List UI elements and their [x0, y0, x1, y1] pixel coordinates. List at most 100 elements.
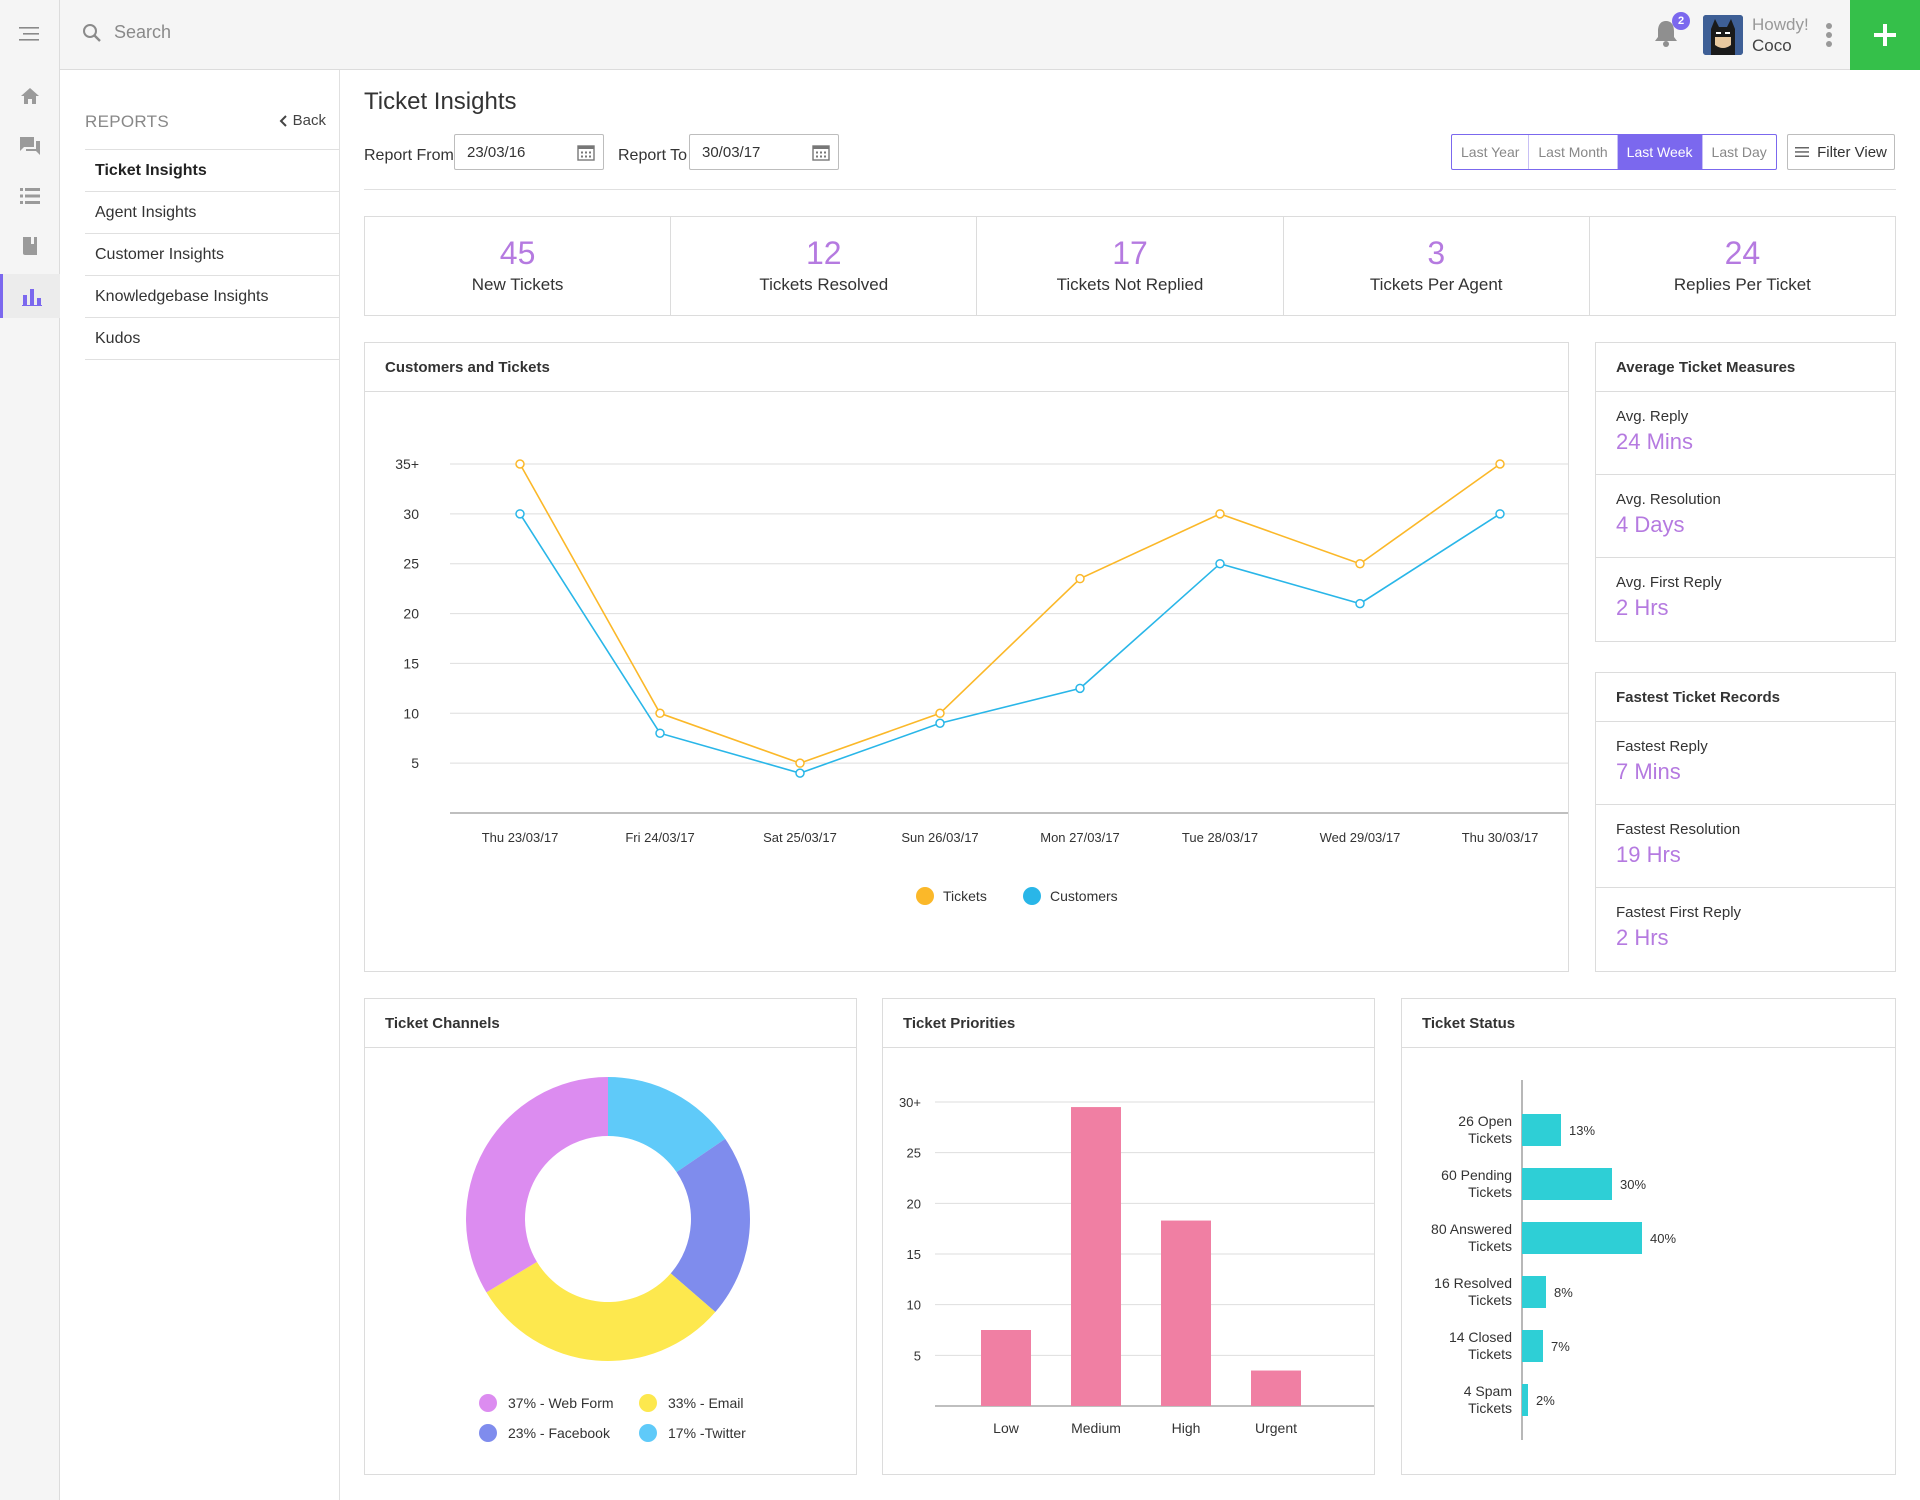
legend-label: 33% - Email	[668, 1395, 743, 1411]
y-tick-label: 10	[403, 705, 419, 721]
subnav-item-ticket-insights[interactable]: Ticket Insights	[85, 150, 340, 192]
stat-value: 17	[1112, 235, 1148, 271]
series-line-customers	[519, 513, 1501, 774]
legend-swatch	[479, 1394, 497, 1412]
back-label: Back	[292, 112, 326, 129]
subnav-item-agent-insights[interactable]: Agent Insights	[85, 192, 340, 234]
value-label: 30%	[1620, 1177, 1646, 1192]
bar	[1522, 1276, 1546, 1308]
category-label: 26 Open	[1458, 1113, 1512, 1129]
card-title: Ticket Status	[1402, 999, 1895, 1048]
measure-label: Avg. Resolution	[1616, 491, 1721, 508]
x-tick-label: Medium	[1071, 1420, 1121, 1436]
measure-fastest-resolution: Fastest Resolution 19 Hrs	[1596, 805, 1895, 888]
x-tick-label: Low	[993, 1420, 1020, 1436]
add-button[interactable]	[1850, 0, 1920, 70]
list-icon[interactable]	[0, 174, 60, 218]
measure-fastest-first-reply: Fastest First Reply 2 Hrs	[1596, 888, 1895, 971]
data-point	[1355, 598, 1365, 609]
average-measures-card: Average Ticket Measures Avg. Reply 24 Min…	[1595, 342, 1896, 642]
bar	[1522, 1384, 1528, 1416]
stat-tickets-not-replied: 17 Tickets Not Replied	[977, 217, 1284, 315]
search-input[interactable]	[114, 22, 514, 43]
measure-label: Avg. Reply	[1616, 408, 1689, 425]
donut-slice	[486, 1261, 716, 1361]
category-label: Tickets	[1468, 1184, 1512, 1200]
legend-label: 23% - Facebook	[508, 1425, 611, 1441]
avatar[interactable]	[1703, 15, 1743, 55]
data-point	[515, 459, 525, 469]
notifications-button[interactable]: 2	[1653, 12, 1690, 52]
subnav-item-customer-insights[interactable]: Customer Insights	[85, 234, 340, 276]
subnav-item-knowledgebase-insights[interactable]: Knowledgebase Insights	[85, 276, 340, 318]
y-tick-label: 15	[403, 655, 419, 671]
greeting-text: Howdy!	[1752, 15, 1809, 34]
legend-swatch	[639, 1424, 657, 1442]
book-icon[interactable]	[0, 224, 60, 268]
back-button[interactable]: Back	[279, 112, 326, 129]
line-chart: 5 10 15 20 25 30 35+ Thu 23/03/17 Fri 24/03/17 Sa…	[395, 456, 1570, 905]
value-label: 2%	[1536, 1393, 1555, 1408]
filter-view-button[interactable]: Filter View	[1787, 134, 1895, 170]
chat-icon[interactable]	[0, 124, 60, 168]
data-point	[1075, 573, 1085, 584]
search-bar	[82, 22, 514, 43]
y-tick-label: 25	[403, 556, 419, 572]
report-to-input[interactable]: 30/03/17	[689, 134, 839, 170]
stat-label: Replies Per Ticket	[1673, 275, 1811, 294]
range-last-month[interactable]: Last Month	[1529, 135, 1618, 169]
ticket-channels-card: Ticket Channels 37% - Web Form 33% - Emai…	[364, 998, 857, 1475]
reports-subnav: REPORTS Back Ticket Insights Agent Insig…	[60, 70, 340, 1500]
x-tick-label: Mon 27/03/17	[1040, 830, 1120, 845]
filter-view-label: Filter View	[1817, 143, 1887, 161]
notification-badge: 2	[1672, 12, 1690, 30]
stat-value: 3	[1427, 235, 1446, 271]
y-tick-label: 35+	[395, 456, 419, 472]
home-icon[interactable]	[0, 74, 60, 118]
value-label: 7%	[1551, 1339, 1570, 1354]
report-to-label: Report To	[618, 147, 688, 164]
range-last-day[interactable]: Last Day	[1711, 144, 1767, 160]
measure-label: Fastest Resolution	[1616, 821, 1741, 838]
data-point	[1495, 509, 1505, 519]
value-label: 8%	[1554, 1285, 1573, 1300]
user-greeting[interactable]: Howdy! Coco	[1752, 14, 1809, 56]
category-label: 80 Answered	[1431, 1221, 1512, 1237]
more-options-icon[interactable]	[1822, 20, 1836, 50]
filter-bar: Report From 23/03/16 Report To 30/03/17 …	[364, 134, 1896, 190]
customers-tickets-card: Customers and Tickets 5 10 15 20 25 30 35+ Thu …	[364, 342, 1570, 972]
category-label: 14 Closed	[1449, 1329, 1512, 1345]
calendar-icon[interactable]	[812, 143, 830, 161]
menu-icon[interactable]	[0, 12, 60, 56]
calendar-icon[interactable]	[577, 143, 595, 161]
top-bar: 2 Howdy! Coco	[60, 0, 1920, 70]
report-from-input[interactable]: 23/03/16	[454, 134, 604, 170]
chart-icon[interactable]	[0, 274, 60, 318]
legend-label: 17% -Twitter	[668, 1425, 746, 1441]
range-last-week[interactable]: Last Week	[1617, 135, 1703, 169]
category-label: Tickets	[1468, 1238, 1512, 1254]
card-title: Ticket Channels	[365, 999, 856, 1048]
bar	[1522, 1222, 1642, 1254]
subnav-item-kudos[interactable]: Kudos	[85, 318, 340, 360]
measure-value: 7 Mins	[1616, 759, 1681, 784]
ticket-priorities-card: Ticket Priorities 5 10 15 20 25 30+ Low Medium H…	[882, 998, 1375, 1475]
bar	[1251, 1370, 1301, 1406]
range-last-year[interactable]: Last Year	[1452, 135, 1530, 169]
measure-label: Fastest First Reply	[1616, 904, 1742, 921]
x-tick-label: High	[1172, 1420, 1201, 1436]
bar	[1161, 1220, 1211, 1406]
stat-tickets-resolved: 12 Tickets Resolved	[671, 217, 978, 315]
data-point	[1215, 509, 1225, 519]
user-name: Coco	[1752, 36, 1792, 55]
subnav-list: Ticket Insights Agent Insights Customer …	[85, 150, 340, 360]
legend-label: Tickets	[943, 888, 987, 904]
category-label: 16 Resolved	[1434, 1275, 1512, 1291]
card-title: Fastest Ticket Records	[1596, 673, 1895, 722]
bell-icon	[1655, 21, 1677, 47]
card-title: Customers and Tickets	[365, 343, 1568, 392]
stat-label: Tickets Per Agent	[1369, 275, 1503, 294]
bar	[1522, 1168, 1612, 1200]
legend-label: Customers	[1050, 888, 1118, 904]
